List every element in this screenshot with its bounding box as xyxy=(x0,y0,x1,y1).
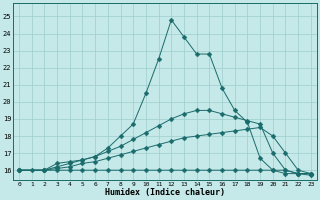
X-axis label: Humidex (Indice chaleur): Humidex (Indice chaleur) xyxy=(105,188,225,197)
